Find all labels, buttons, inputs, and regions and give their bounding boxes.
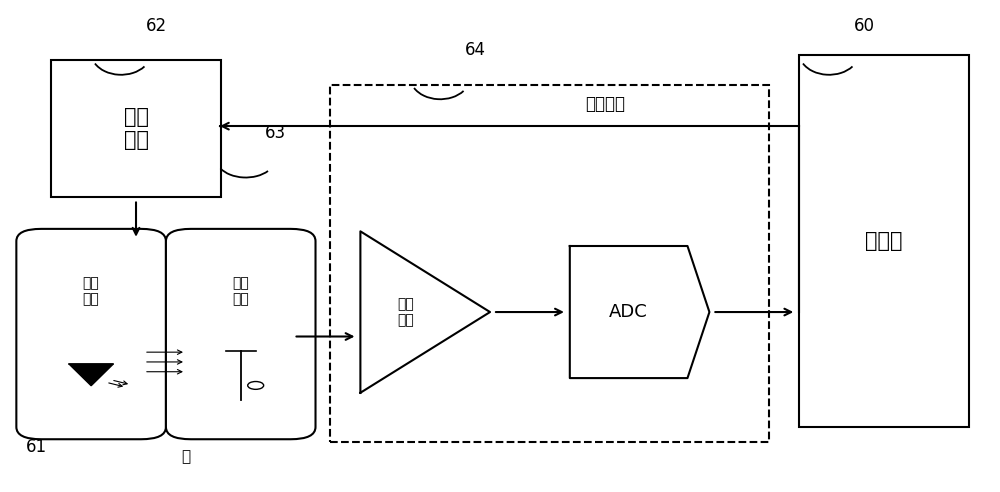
Text: 61: 61 [26, 437, 47, 456]
Text: 光探
测器: 光探 测器 [232, 276, 249, 307]
Text: 处理器: 处理器 [865, 231, 903, 251]
Text: 60: 60 [853, 17, 874, 35]
Polygon shape [69, 364, 113, 386]
Text: 63: 63 [265, 124, 286, 143]
Polygon shape [570, 246, 709, 378]
FancyBboxPatch shape [16, 229, 166, 439]
Bar [799, 55, 969, 427]
Text: 64: 64 [465, 41, 486, 60]
Polygon shape [360, 231, 490, 393]
Text: ADC: ADC [609, 303, 648, 321]
Text: 光发
射器: 光发 射器 [83, 276, 100, 307]
Text: 放大
电路: 放大 电路 [397, 297, 414, 327]
Text: 62: 62 [145, 17, 167, 35]
Text: 驱动
电路: 驱动 电路 [124, 107, 149, 150]
Text: 光: 光 [181, 449, 190, 464]
Bar [330, 85, 769, 442]
Bar [51, 60, 221, 197]
Text: 调节电路: 调节电路 [585, 95, 625, 113]
FancyBboxPatch shape [166, 229, 316, 439]
